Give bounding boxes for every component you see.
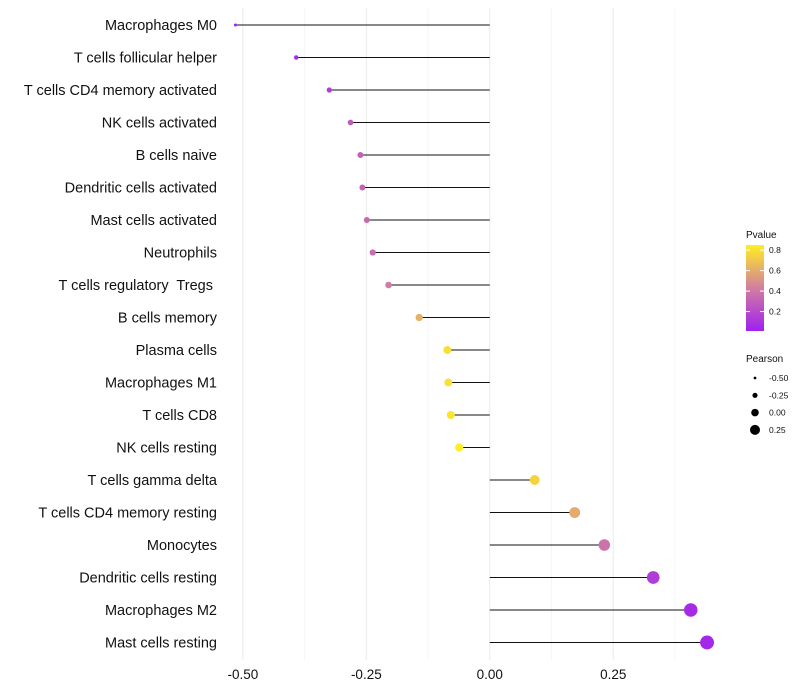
lollipop-point	[646, 571, 660, 584]
pearson-legend-dot	[751, 408, 759, 417]
pearson-legend-dot	[752, 392, 758, 398]
category-label: T cells CD8	[142, 408, 217, 424]
category-label: B cells naive	[136, 148, 217, 164]
category-label: Dendritic cells activated	[65, 181, 217, 197]
category-label: T cells CD4 memory activated	[24, 83, 217, 99]
category-label: T cells gamma delta	[88, 473, 218, 489]
lollipop-point	[359, 184, 366, 191]
lollipop-point	[529, 475, 540, 485]
category-label-layer: Macrophages M0 T cells follicular helper T…	[24, 18, 218, 652]
lollipop-point	[700, 635, 715, 650]
pearson-legend: Pearson -0.50 -0.25 0.00 0.25	[746, 354, 789, 435]
x-tick-label: -0.25	[351, 667, 382, 682]
category-label: T cells follicular helper	[74, 51, 217, 67]
category-label: Plasma cells	[136, 343, 217, 359]
pvalue-colorbar	[746, 245, 764, 331]
x-tick-label: 0.25	[600, 667, 626, 682]
category-label: T cells regulatory Tregs	[59, 278, 218, 294]
x-tick-label-layer: -0.50 -0.25 0.00 0.25	[227, 667, 626, 682]
category-label: Macrophages M2	[105, 603, 217, 619]
lollipop-point	[357, 152, 364, 158]
category-label: Monocytes	[147, 538, 217, 554]
point-layer	[233, 23, 715, 650]
category-label: NK cells resting	[116, 441, 217, 457]
lollipop-point	[569, 507, 581, 518]
x-tick-label: 0.00	[477, 667, 503, 682]
lollipop-point	[598, 539, 611, 551]
lollipop-point	[444, 378, 453, 387]
lollipop-point	[233, 23, 237, 27]
lollipop-point	[347, 119, 354, 126]
pearson-legend-label: -0.25	[769, 390, 789, 400]
lollipop-point	[415, 313, 423, 322]
category-label: Macrophages M1	[105, 376, 217, 392]
lollipop-point	[326, 87, 332, 93]
pearson-legend-title: Pearson	[746, 354, 783, 365]
pvalue-tick-label: 0.4	[769, 286, 781, 296]
category-label: Dendritic cells resting	[79, 571, 217, 587]
x-tick-label: -0.50	[227, 667, 258, 682]
lollipop-point	[446, 410, 455, 420]
pvalue-tick-label: 0.2	[769, 307, 781, 317]
lollipop-point	[385, 281, 392, 289]
lollipop-point	[363, 216, 370, 224]
lollipop-point	[684, 603, 698, 617]
lollipop-point	[455, 443, 464, 452]
category-label: Mast cells activated	[90, 213, 217, 229]
lollipop-point	[293, 55, 299, 60]
category-label: NK cells activated	[102, 116, 217, 132]
pvalue-legend-ticks: 0.8 0.6 0.4 0.2	[746, 245, 781, 317]
category-label: Macrophages M0	[105, 18, 217, 34]
pearson-legend-label: -0.50	[769, 373, 789, 383]
category-label: Neutrophils	[144, 246, 217, 262]
category-label: T cells CD4 memory resting	[38, 506, 217, 522]
lollipop-point	[369, 249, 376, 256]
pvalue-tick-label: 0.6	[769, 266, 781, 276]
pearson-legend-dot	[753, 376, 757, 380]
stem-layer	[235, 24, 708, 643]
pearson-legend-label: 0.25	[769, 425, 786, 435]
pvalue-legend-title: Pvalue	[746, 230, 777, 241]
lollipop-point	[443, 346, 452, 354]
pearson-legend-dot	[750, 424, 760, 435]
category-label: Mast cells resting	[105, 636, 217, 652]
pearson-legend-label: 0.00	[769, 408, 786, 418]
grid-layer	[242, 8, 676, 660]
pearson-legend-items: -0.50 -0.25 0.00 0.25	[750, 373, 789, 435]
category-label: B cells memory	[118, 311, 218, 327]
pvalue-legend: Pvalue 0.8 0.6 0.4 0.2	[746, 230, 781, 331]
pvalue-tick-label: 0.8	[769, 245, 781, 255]
